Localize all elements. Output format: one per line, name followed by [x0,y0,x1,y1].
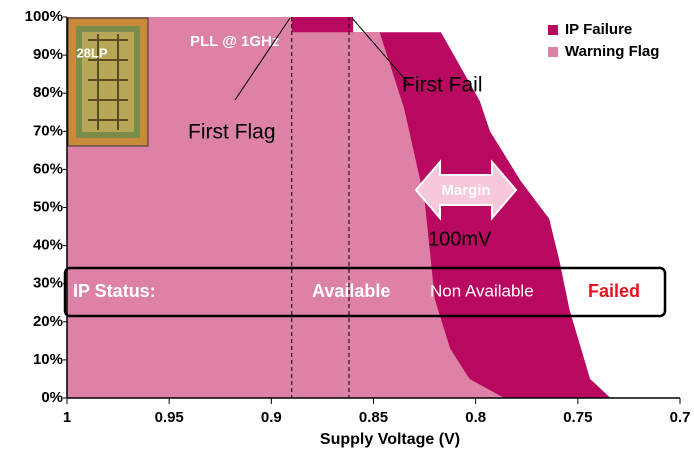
arrow [351,17,411,86]
y-tick-label: 60% [33,160,63,177]
y-tick-label: 20% [33,313,63,330]
x-tick-label: 1 [63,409,71,426]
y-tick-label: 10% [33,351,63,368]
chip-image [67,17,149,147]
x-axis-label: Supply Voltage (V) [320,431,460,448]
y-tick-label: 100% [25,8,63,25]
x-tick-label: 0.7 [670,409,691,426]
y-tick-label: 40% [33,237,63,254]
non-available-label: Non Available [430,281,534,300]
first-flag: First Flag [188,121,276,144]
status-box [63,266,667,318]
status-label: IP Status: [73,281,156,301]
y-tick-label: 50% [33,198,63,215]
x-tick-label: 0.85 [359,409,388,426]
pll-label: PLL @ 1GHz [190,33,279,50]
legend-label: IP Failure [565,21,632,38]
x-tick-label: 0.9 [261,409,282,426]
y-tick-label: 30% [33,275,63,292]
x-tick-label: 0.8 [465,409,486,426]
arrow [234,17,291,101]
y-tick-label: 80% [33,84,63,101]
margin-value: 100mV [428,228,492,250]
margin-arrow [414,159,518,221]
chip-label: 28LP [76,45,107,60]
y-tick-label: 70% [33,122,63,139]
legend-swatch [548,47,558,57]
plot-area [67,17,611,398]
x-tick-label: 0.95 [155,409,184,426]
y-tick-label: 0% [41,389,63,406]
legend-label: Warning Flag [565,43,659,60]
available-label: Available [312,281,390,301]
legend-swatch [548,25,558,35]
vlines [291,17,350,398]
x-tick-label: 0.75 [563,409,592,426]
failed-label: Failed [588,281,640,301]
y-tick-label: 90% [33,46,63,63]
first-fail: First Fail [402,74,483,97]
margin-label: Margin [441,182,490,199]
area [67,17,505,398]
